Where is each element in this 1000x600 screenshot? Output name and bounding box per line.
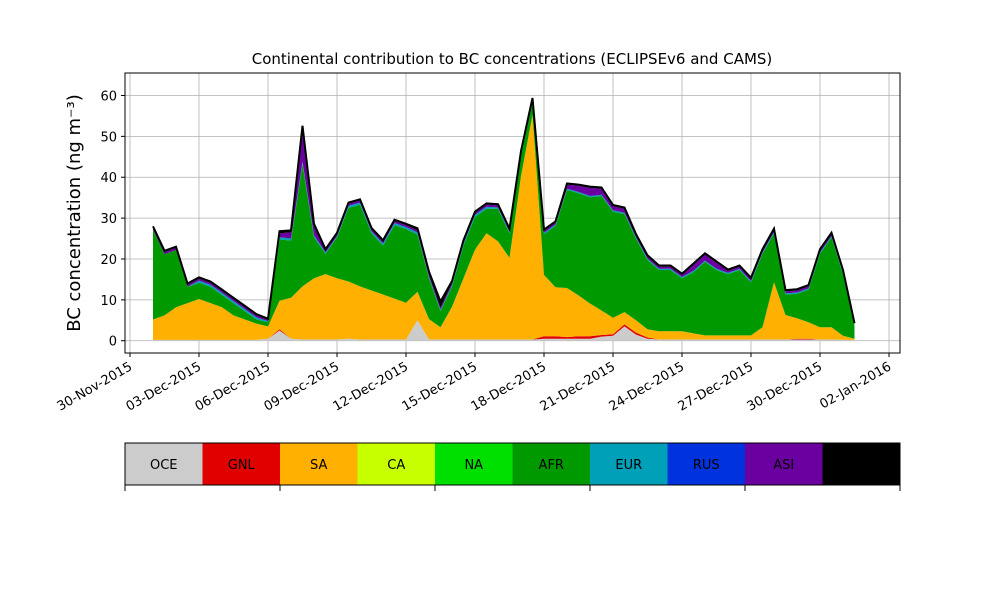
legend-label-ca: CA [387, 458, 405, 473]
x-tick-label: 06-Dec-2015 [193, 359, 273, 414]
y-tick-label: 20 [100, 253, 117, 268]
legend-swatch-gnl [202, 443, 280, 485]
chart-title: Continental contribution to BC concentra… [252, 50, 773, 68]
y-axis: 0 10 20 30 40 50 60 [100, 89, 125, 350]
legend-label-eur: EUR [615, 458, 642, 473]
y-tick-label: 30 [100, 212, 117, 227]
y-tick-label: 40 [100, 171, 117, 186]
x-tick-label: 09-Dec-2015 [262, 359, 342, 414]
legend-swatch-na [435, 443, 513, 485]
total-outline [152, 97, 856, 324]
plot-frame [124, 72, 901, 354]
legend-label-rus: RUS [693, 458, 720, 473]
x-tick-label: 18-Dec-2015 [469, 359, 549, 414]
y-tick-label: 60 [100, 89, 117, 104]
legend-label-aus: AUS [848, 458, 875, 473]
legend-label-na: NA [464, 458, 483, 473]
legend-label-gnl: GNL [228, 458, 256, 473]
legend-swatch-ca [357, 443, 435, 485]
x-tick-label: 30-Dec-2015 [745, 359, 825, 414]
area-sa [153, 114, 855, 340]
legend-swatch-asi [745, 443, 823, 485]
legend-colorbar: OCE GNL SA CA NA AFR EUR RUS ASI AUS [124, 442, 901, 491]
plot-area [124, 72, 901, 354]
y-tick-label: 50 [100, 130, 117, 145]
legend-swatch-sa [280, 443, 358, 485]
x-tick-label: 15-Dec-2015 [400, 359, 480, 414]
legend-swatch-aus [822, 443, 900, 485]
legend-swatch-eur [590, 443, 668, 485]
legend-swatch-rus [667, 443, 745, 485]
x-tick-label: 03-Dec-2015 [124, 359, 204, 414]
y-tick-label: 10 [100, 294, 117, 309]
x-tick-label: 30-Nov-2015 [55, 359, 135, 414]
x-tick-label: 21-Dec-2015 [538, 359, 618, 414]
x-tick-label: 24-Dec-2015 [607, 359, 687, 414]
legend-frame [124, 442, 901, 486]
legend-label-asi: ASI [773, 458, 794, 473]
legend-label-afr: AFR [539, 458, 564, 473]
legend-swatch-oce [125, 443, 203, 485]
legend-swatch-afr [512, 443, 590, 485]
y-axis-label: BC concentration (ng m⁻³) [64, 94, 85, 332]
x-tick-label: 02-Jan-2016 [817, 359, 894, 412]
x-axis: 30-Nov-201503-Dec-201506-Dec-201509-Dec-… [55, 353, 894, 415]
x-tick-label: 27-Dec-2015 [676, 359, 756, 414]
x-tick-label: 12-Dec-2015 [331, 359, 411, 414]
area-afr [153, 102, 855, 339]
y-tick-label: 0 [109, 335, 117, 350]
legend-label-sa: SA [310, 458, 327, 473]
legend-label-oce: OCE [150, 458, 178, 473]
